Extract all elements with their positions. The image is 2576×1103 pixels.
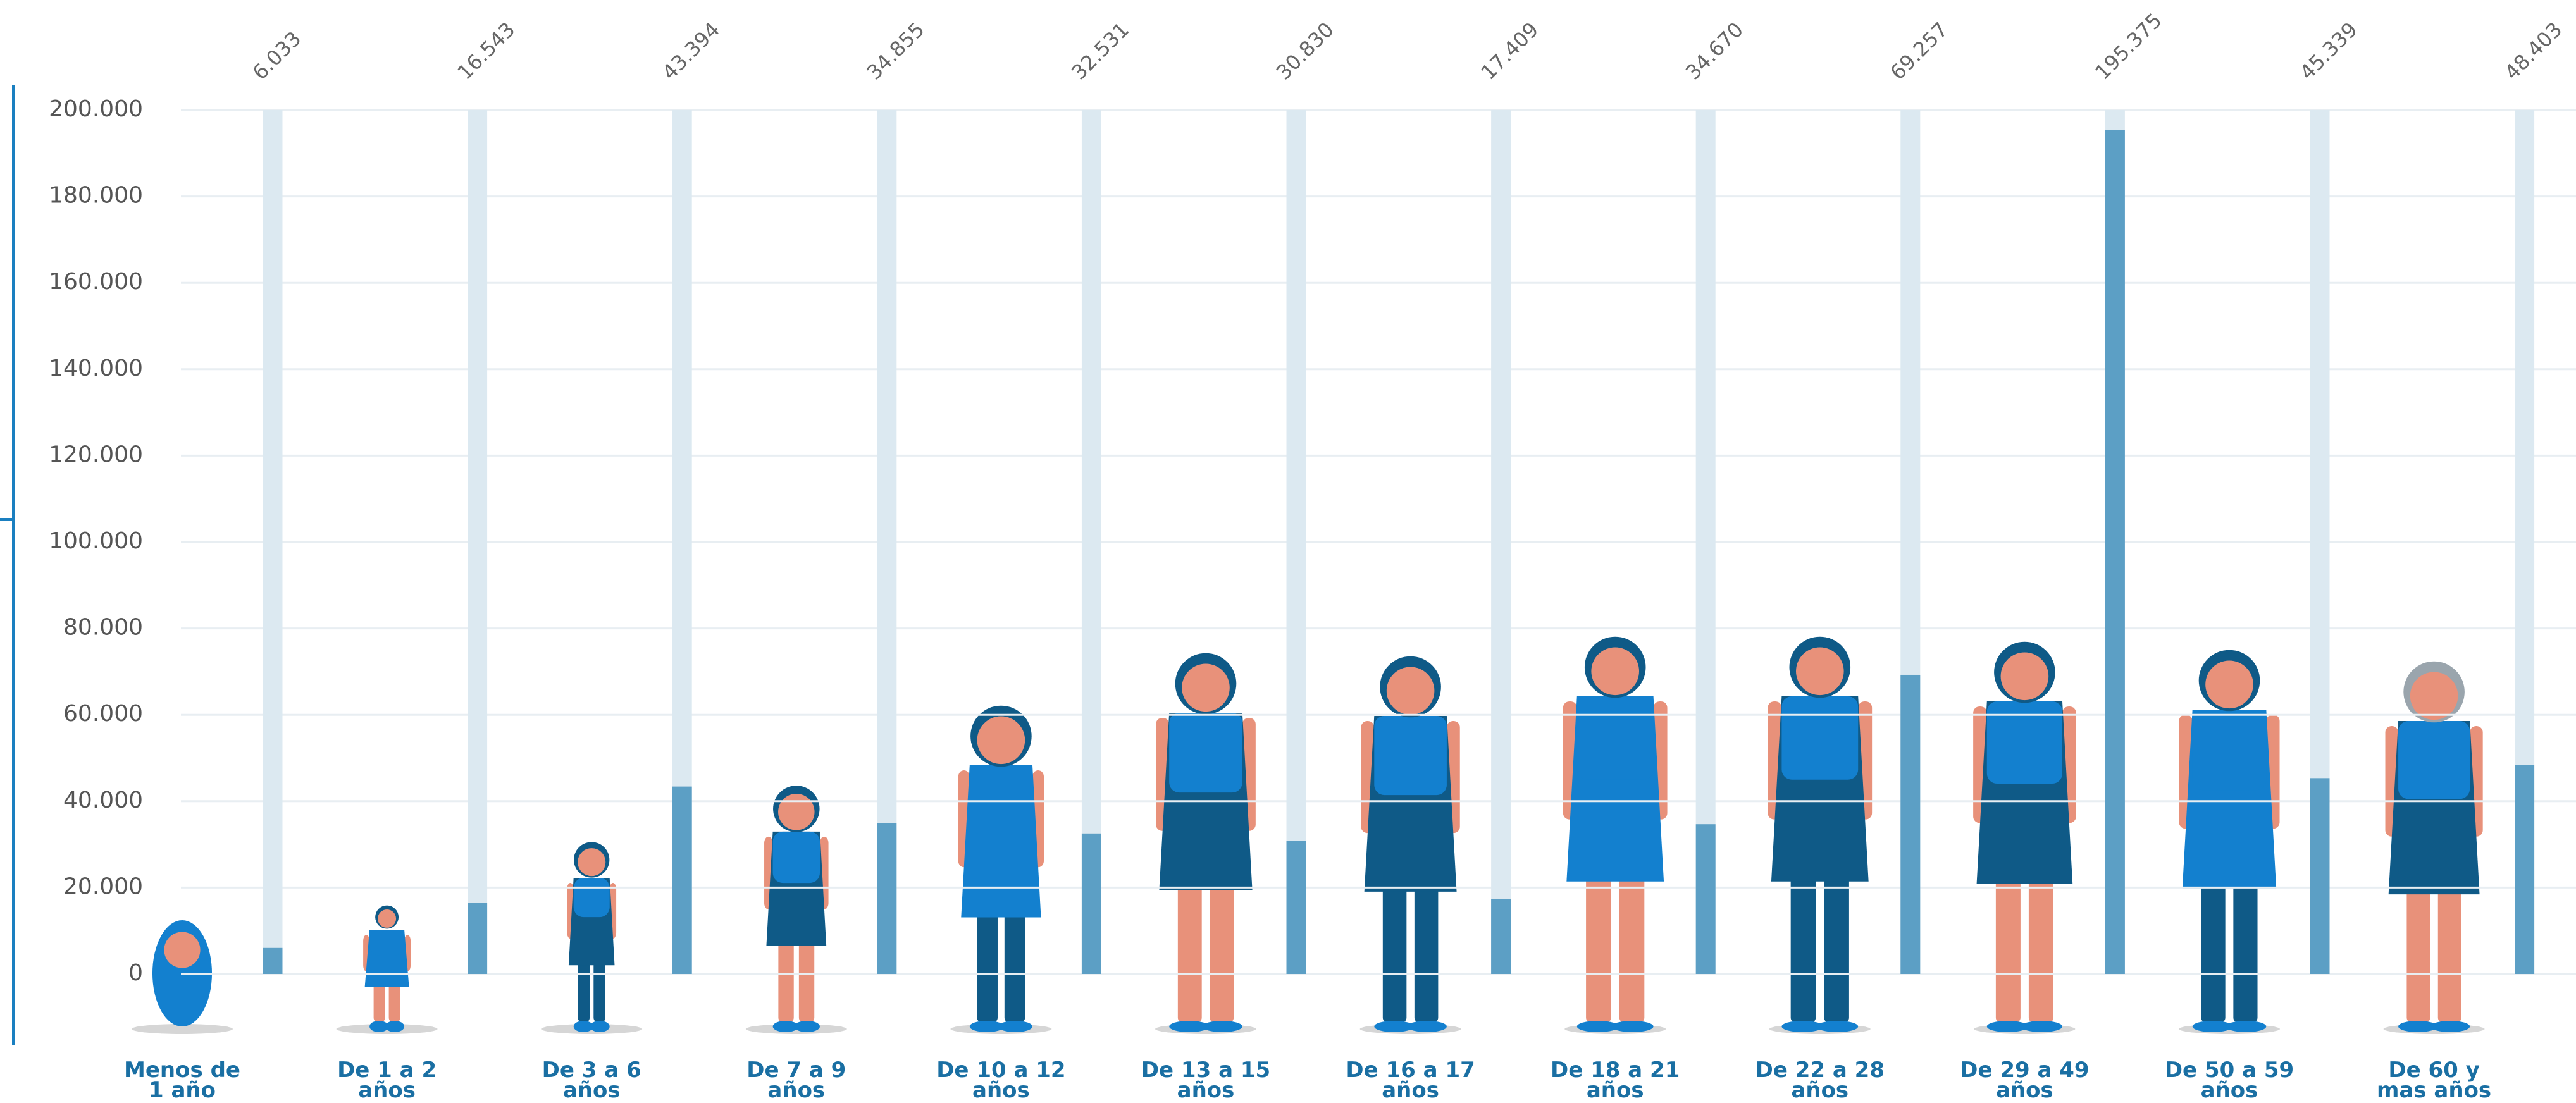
bar [672, 787, 692, 974]
y-tick-label: 40.000 [63, 787, 143, 813]
shirt [1374, 716, 1447, 795]
x-tick-label: De 7 a 9 años [708, 1060, 885, 1100]
x-tick-label: De 3 a 6 años [503, 1060, 680, 1100]
head [977, 717, 1025, 765]
value-label: 32.531 [1067, 18, 1134, 85]
shoe [794, 1021, 820, 1032]
y-tick-label: 0 [128, 960, 143, 986]
value-label: 34.855 [862, 18, 929, 85]
shoe [2430, 1021, 2470, 1032]
shoe [2021, 1021, 2062, 1032]
bar [2105, 130, 2125, 974]
x-tick-label: Menos de 1 año [94, 1060, 271, 1100]
head [1182, 664, 1230, 712]
x-tick-label: De 29 a 49 años [1936, 1060, 2113, 1100]
head [578, 848, 605, 876]
person [2384, 662, 2485, 1034]
y-tick-label: 20.000 [63, 873, 143, 899]
x-tick-label: De 10 a 12 años [912, 1060, 1089, 1100]
head [1387, 667, 1435, 715]
person [1360, 656, 1461, 1034]
bar [263, 948, 283, 974]
y-tick-label: 100.000 [49, 528, 143, 554]
bar [1491, 899, 1511, 974]
bar-track [468, 110, 487, 974]
person [1155, 653, 1256, 1034]
bar [877, 823, 896, 974]
person [746, 786, 847, 1034]
value-label: 43.394 [657, 18, 724, 85]
y-tick-label: 160.000 [49, 269, 143, 295]
head [2410, 672, 2458, 720]
bar-track [263, 110, 283, 974]
shoe [590, 1021, 610, 1032]
shirt [2193, 710, 2267, 790]
value-label: 17.409 [1476, 18, 1543, 85]
x-tick-label: De 60 y mas años [2346, 1060, 2523, 1100]
value-label: 195.375 [2090, 8, 2166, 84]
y-tick-label: 180.000 [49, 183, 143, 209]
person [337, 906, 438, 1034]
head [1591, 648, 1639, 696]
shirt [2398, 721, 2470, 799]
x-tick-label: De 16 a 17 años [1322, 1060, 1499, 1100]
head [378, 909, 396, 928]
bar [1900, 675, 1920, 974]
bar [1287, 841, 1306, 974]
shoe [1612, 1021, 1654, 1032]
bar [2310, 778, 2330, 974]
shoe [385, 1021, 404, 1032]
bar [2515, 765, 2534, 974]
value-label: 69.257 [1886, 18, 1953, 85]
bar [1696, 824, 1716, 974]
value-label: 45.339 [2295, 18, 2362, 85]
head [1796, 648, 1844, 696]
y-tick-label: 120.000 [49, 441, 143, 467]
x-tick-label: De 1 a 2 años [299, 1060, 476, 1100]
shirt [1577, 696, 1654, 780]
shoe [1407, 1021, 1447, 1032]
x-tick-label: De 13 a 15 años [1117, 1060, 1294, 1100]
head [2205, 661, 2253, 709]
chart: 0 20.000 40.000 60.000 80.000 100.000 120.000 1… [0, 0, 2576, 1103]
value-label: 6.033 [248, 27, 306, 85]
shoe [1203, 1021, 1242, 1032]
shirt [574, 878, 610, 917]
shoe [1816, 1021, 1858, 1032]
y-tick-label: 60.000 [63, 701, 143, 727]
head [778, 794, 815, 830]
y-tick-label: 200.000 [49, 96, 143, 122]
value-label: 16.543 [452, 18, 519, 85]
shirt [1987, 701, 2062, 784]
x-tick-label: De 18 a 21 años [1526, 1060, 1704, 1100]
x-tick-label: De 22 a 28 años [1731, 1060, 1909, 1100]
person [2179, 650, 2280, 1034]
person [1973, 642, 2076, 1034]
person [950, 706, 1051, 1034]
bar [1082, 834, 1101, 974]
bar [468, 903, 487, 974]
x-tick-label: De 50 a 59 años [2141, 1060, 2318, 1100]
page: {"chart_data": {"type": "bar", "categori… [0, 0, 2576, 1103]
y-tick-label: 80.000 [63, 615, 143, 641]
shirt [970, 765, 1032, 834]
y-tick-label: 140.000 [49, 355, 143, 381]
shirt [369, 930, 404, 956]
person [541, 842, 642, 1034]
shirt [1169, 713, 1242, 792]
shirt [773, 832, 820, 883]
shoe [2226, 1021, 2267, 1032]
shoe [998, 1021, 1032, 1032]
head [164, 932, 200, 968]
head [2001, 653, 2049, 701]
shirt [1781, 696, 1858, 780]
value-label: 30.830 [1272, 18, 1339, 85]
value-label: 48.403 [2499, 18, 2567, 85]
value-label: 34.670 [1681, 18, 1748, 85]
bar-track [1491, 110, 1511, 974]
person [132, 920, 233, 1034]
